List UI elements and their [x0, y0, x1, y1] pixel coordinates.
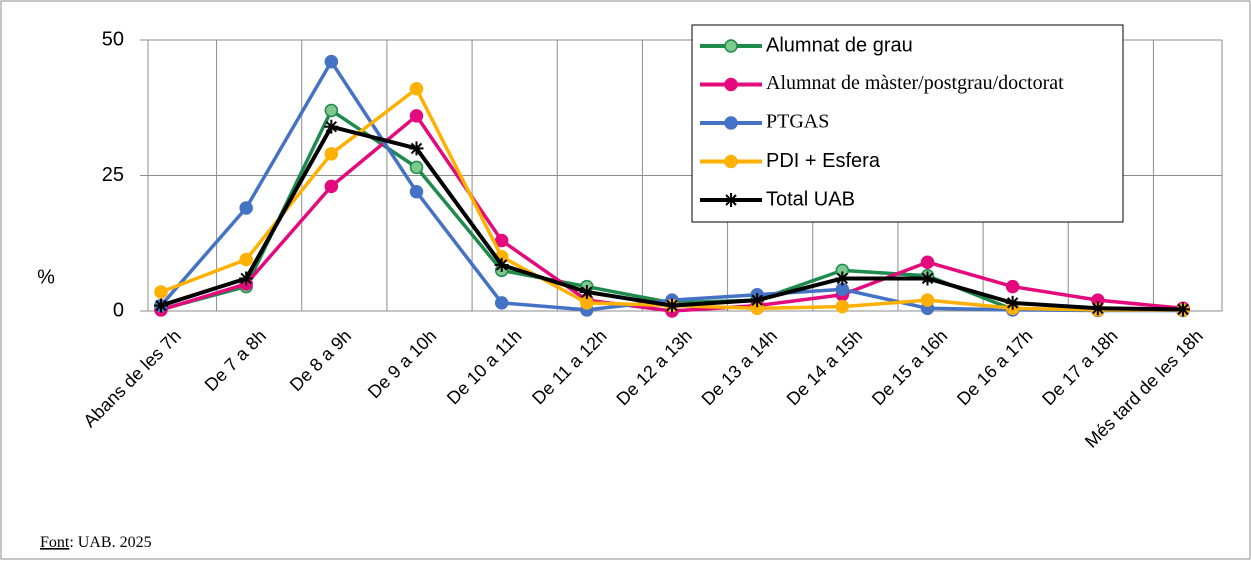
- source-note: Font: UAB. 2025: [40, 534, 152, 551]
- star-stroke: [410, 142, 423, 155]
- star-stroke: [495, 259, 508, 271]
- point: [324, 103, 339, 118]
- legend-label: Alumnat de màster/postgrau/doctorat: [766, 72, 1064, 94]
- legend-label: Alumnat de grau: [766, 34, 913, 56]
- star-stroke: [751, 294, 763, 306]
- star-stroke: [581, 286, 593, 298]
- source-text: : UAB. 2025: [69, 534, 151, 551]
- point: [835, 299, 850, 314]
- star-marker: [409, 141, 424, 156]
- star-stroke: [1092, 302, 1104, 314]
- star-marker: [920, 271, 935, 286]
- legend-marker: [724, 193, 738, 207]
- point: [409, 82, 424, 96]
- star-marker: [1090, 301, 1105, 316]
- star-stroke: [325, 121, 338, 133]
- legend-marker: [724, 154, 738, 169]
- point: [324, 54, 339, 69]
- legend-marker: [724, 116, 738, 130]
- legend-marker: [724, 39, 738, 53]
- star-stroke: [1177, 303, 1189, 316]
- star-marker: [750, 293, 765, 308]
- point: [920, 255, 935, 269]
- point: [239, 201, 253, 215]
- point: [920, 293, 935, 307]
- point: [409, 160, 424, 175]
- point: [1005, 279, 1020, 294]
- point: [154, 285, 168, 299]
- source-label: Font: [40, 534, 70, 551]
- star-stroke: [725, 194, 737, 206]
- point: [239, 252, 253, 267]
- star-stroke: [240, 272, 252, 285]
- point: [324, 179, 339, 194]
- star-stroke: [1006, 297, 1019, 309]
- star-marker: [835, 271, 850, 286]
- legend-label: Total UAB: [766, 188, 855, 210]
- star-stroke: [155, 299, 167, 312]
- star-stroke: [836, 272, 849, 285]
- star-stroke: [666, 299, 678, 312]
- point: [324, 147, 339, 161]
- point: [494, 233, 509, 248]
- legend-box: [691, 24, 1124, 223]
- y-axis-label: %: [37, 266, 55, 288]
- star-marker: [239, 271, 254, 286]
- legend-label: PDI + Esfera: [766, 150, 881, 172]
- star-marker: [494, 257, 509, 272]
- y-tick-label: 0: [113, 299, 124, 321]
- y-tick-label: 50: [102, 28, 124, 50]
- star-marker: [154, 298, 168, 313]
- legend-marker: [724, 77, 738, 92]
- star-marker: [579, 285, 594, 300]
- y-tick-label: 25: [102, 164, 124, 186]
- point: [409, 185, 424, 199]
- star-stroke: [921, 272, 934, 285]
- legend-label: PTGAS: [766, 111, 829, 133]
- point: [494, 296, 509, 310]
- star-marker: [324, 119, 339, 134]
- star-marker: [665, 298, 679, 313]
- star-marker: [1005, 295, 1020, 310]
- point: [409, 109, 424, 123]
- star-marker: [1176, 302, 1190, 317]
